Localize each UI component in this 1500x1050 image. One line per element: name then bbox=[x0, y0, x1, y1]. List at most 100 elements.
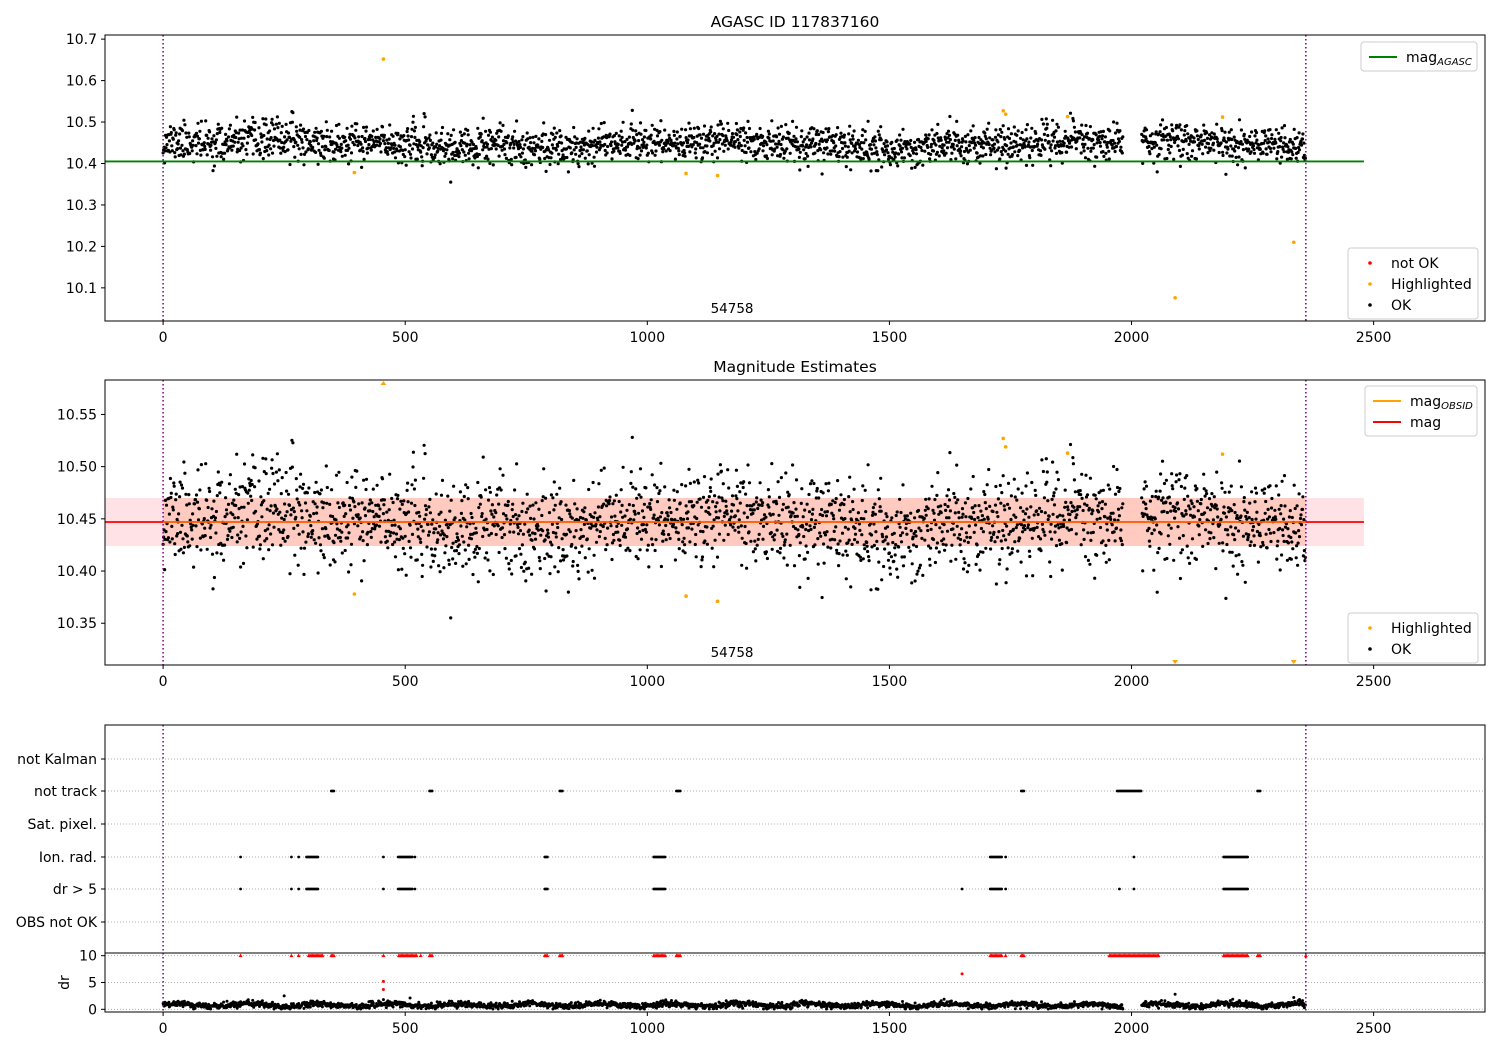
ok-point bbox=[188, 518, 192, 522]
clipped-up-marker bbox=[380, 381, 387, 385]
ok-point bbox=[1175, 501, 1180, 505]
ok-point bbox=[325, 135, 329, 139]
ok-point bbox=[657, 143, 662, 147]
ok-point bbox=[676, 531, 680, 535]
ok-point bbox=[572, 535, 576, 539]
ok-point bbox=[242, 505, 246, 509]
ok-point bbox=[688, 481, 693, 485]
ok-point bbox=[1264, 147, 1268, 151]
ok-point bbox=[794, 507, 798, 511]
ok-point bbox=[558, 129, 562, 133]
ok-point bbox=[821, 491, 825, 495]
ok-point bbox=[829, 502, 833, 506]
ok-point bbox=[1197, 524, 1201, 528]
ok-point bbox=[991, 138, 995, 142]
ok-point bbox=[261, 157, 265, 161]
flag-point bbox=[332, 789, 336, 793]
ok-point bbox=[1210, 136, 1214, 140]
ok-point bbox=[369, 535, 373, 540]
ok-point bbox=[295, 497, 299, 501]
ok-point bbox=[334, 518, 338, 522]
ok-point bbox=[963, 134, 968, 138]
ok-point bbox=[1004, 166, 1008, 170]
ok-point bbox=[869, 588, 873, 592]
ok-point bbox=[695, 516, 699, 521]
ok-point bbox=[403, 534, 407, 538]
ok-point bbox=[297, 147, 301, 151]
ok-point bbox=[313, 502, 317, 506]
ok-point bbox=[816, 562, 820, 566]
ok-point bbox=[1287, 515, 1291, 519]
ok-point bbox=[291, 506, 295, 510]
ok-point bbox=[250, 498, 254, 503]
ok-point bbox=[1150, 494, 1154, 499]
ok-point bbox=[436, 146, 440, 150]
ok-point bbox=[1233, 510, 1237, 515]
ok-point bbox=[191, 523, 195, 527]
ok-point bbox=[1162, 138, 1166, 142]
ok-point bbox=[806, 154, 810, 158]
ok-point bbox=[1054, 544, 1059, 548]
ok-point bbox=[518, 145, 523, 149]
ok-point bbox=[1273, 137, 1277, 141]
ok-point bbox=[1296, 563, 1300, 567]
ok-point bbox=[999, 150, 1003, 154]
ok-point bbox=[267, 143, 271, 147]
ok-point bbox=[842, 133, 847, 137]
flag-point bbox=[316, 855, 320, 859]
ok-point bbox=[1030, 536, 1034, 540]
ok-point bbox=[1082, 145, 1086, 149]
ok-point bbox=[672, 488, 676, 492]
ok-point bbox=[930, 484, 934, 488]
ok-point bbox=[704, 509, 708, 513]
ok-point bbox=[1147, 526, 1151, 531]
ok-point bbox=[239, 136, 244, 140]
ok-point bbox=[671, 525, 675, 529]
ok-point bbox=[734, 121, 739, 126]
ok-point bbox=[1302, 518, 1306, 522]
ok-point bbox=[861, 128, 865, 132]
ok-point bbox=[199, 548, 203, 552]
ok-point bbox=[193, 498, 198, 502]
ok-point bbox=[451, 157, 455, 161]
flag-point bbox=[297, 887, 301, 891]
ok-point bbox=[290, 438, 294, 442]
ok-point bbox=[375, 523, 379, 527]
ok-point bbox=[773, 147, 777, 151]
ok-point bbox=[459, 524, 463, 528]
ok-point bbox=[225, 537, 230, 542]
ok-point bbox=[1023, 512, 1028, 516]
ok-point bbox=[1263, 139, 1267, 143]
ok-point bbox=[909, 529, 913, 533]
ok-point bbox=[1174, 509, 1178, 513]
ok-point bbox=[263, 145, 267, 149]
ok-point bbox=[848, 475, 852, 479]
ok-point bbox=[1288, 509, 1292, 513]
ok-point bbox=[420, 164, 424, 168]
ok-point bbox=[1236, 572, 1240, 576]
ok-point bbox=[886, 558, 891, 562]
ok-point bbox=[1120, 151, 1124, 155]
ok-point bbox=[406, 134, 410, 138]
ok-point bbox=[541, 132, 545, 136]
ok-point bbox=[863, 547, 867, 551]
ok-point bbox=[678, 134, 682, 139]
ok-point bbox=[880, 578, 884, 582]
ok-point bbox=[479, 495, 483, 499]
ok-point bbox=[945, 529, 950, 533]
ok-point bbox=[836, 126, 840, 130]
ok-point bbox=[700, 558, 704, 562]
ok-point bbox=[1252, 534, 1256, 538]
ok-point bbox=[726, 147, 730, 151]
ok-point bbox=[1038, 537, 1043, 541]
ok-point bbox=[362, 157, 366, 161]
ok-point bbox=[879, 509, 883, 513]
ok-point bbox=[1229, 144, 1233, 148]
ok-point bbox=[683, 151, 687, 155]
ok-point bbox=[170, 149, 174, 153]
ok-point bbox=[729, 515, 733, 519]
ok-point bbox=[1237, 553, 1241, 557]
ok-point bbox=[311, 145, 315, 149]
